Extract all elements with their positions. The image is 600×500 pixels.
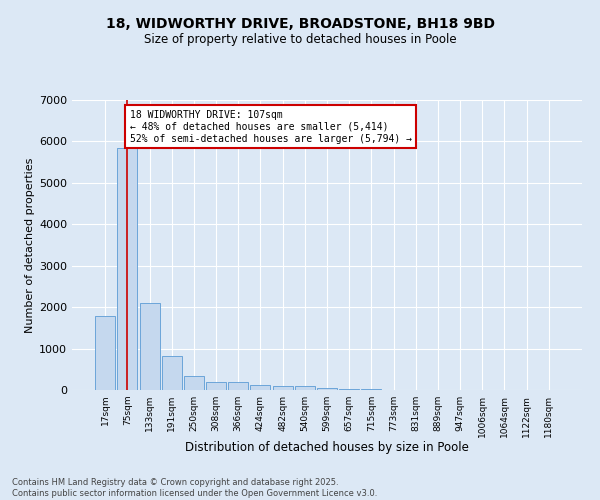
Bar — [339, 389, 359, 390]
Bar — [361, 389, 382, 390]
Text: 18 WIDWORTHY DRIVE: 107sqm
← 48% of detached houses are smaller (5,414)
52% of s: 18 WIDWORTHY DRIVE: 107sqm ← 48% of deta… — [130, 110, 412, 144]
Bar — [295, 386, 315, 390]
Y-axis label: Number of detached properties: Number of detached properties — [25, 158, 35, 332]
Bar — [317, 388, 337, 390]
Bar — [140, 304, 160, 390]
Bar — [95, 316, 115, 390]
Bar — [272, 386, 293, 390]
Bar — [118, 148, 137, 390]
Bar — [228, 382, 248, 390]
Bar — [250, 385, 271, 390]
Text: Size of property relative to detached houses in Poole: Size of property relative to detached ho… — [143, 32, 457, 46]
Text: Contains HM Land Registry data © Crown copyright and database right 2025.
Contai: Contains HM Land Registry data © Crown c… — [12, 478, 377, 498]
Bar — [206, 382, 226, 390]
X-axis label: Distribution of detached houses by size in Poole: Distribution of detached houses by size … — [185, 441, 469, 454]
Bar — [162, 356, 182, 390]
Text: 18, WIDWORTHY DRIVE, BROADSTONE, BH18 9BD: 18, WIDWORTHY DRIVE, BROADSTONE, BH18 9B… — [106, 18, 494, 32]
Bar — [184, 376, 204, 390]
